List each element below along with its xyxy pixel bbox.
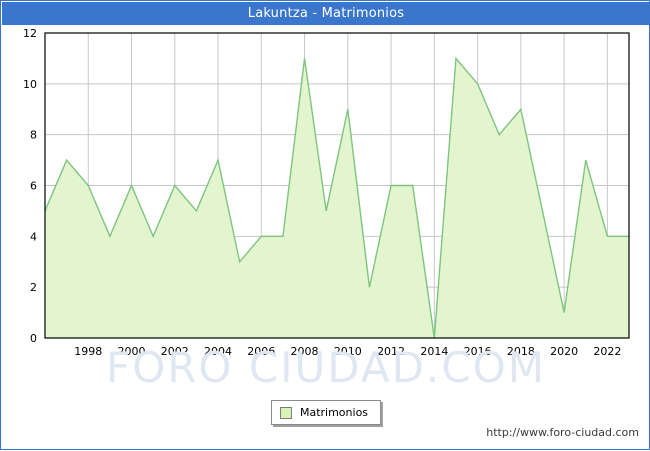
area-chart-svg: 0 2 4 6 8 10 12 1998 2000 2002 2004 2006 2008 2010 20…	[23, 27, 630, 358]
x-tick-label: 2008	[291, 345, 319, 358]
x-tick-label: 2012	[377, 345, 405, 358]
y-tick-label: 10	[23, 78, 37, 91]
x-tick-label: 2010	[334, 345, 362, 358]
x-tick-label: 2014	[420, 345, 448, 358]
y-axis-tick-labels: 0 2 4 6 8 10 12	[23, 27, 37, 345]
axes	[44, 32, 630, 339]
x-tick-label: 1998	[74, 345, 102, 358]
legend-swatch-matrimonios	[279, 406, 292, 419]
x-tick-label: 2000	[118, 345, 146, 358]
x-tick-label: 2020	[550, 345, 578, 358]
page-title: Lakuntza - Matrimonios	[247, 6, 405, 21]
x-tick-label: 2018	[507, 345, 535, 358]
x-tick-label: 2002	[161, 345, 189, 358]
y-tick-label: 8	[30, 129, 37, 142]
x-tick-label: 2006	[247, 345, 275, 358]
y-tick-label: 2	[30, 281, 37, 294]
y-tick-label: 12	[23, 27, 37, 40]
x-tick-label: 2022	[593, 345, 621, 358]
chart-legend: Matrimonios	[270, 400, 382, 425]
legend-label-matrimonios: Matrimonios	[299, 406, 369, 419]
source-url: http://www.foro-ciudad.com	[486, 426, 639, 439]
x-axis-tick-labels: 1998 2000 2002 2004 2006 2008 2010 2012 2014 2016…	[74, 345, 621, 358]
plot-area-wrapper: FORO CIUDAD.COM 0 2 4 6 8 10 12 1998 2000 2002 20…	[1, 25, 650, 451]
y-tick-label: 6	[30, 180, 37, 193]
y-tick-label: 0	[30, 332, 37, 345]
x-tick-label: 2004	[204, 345, 232, 358]
series-area-matrimonios	[44, 56, 629, 339]
chart-title-bar: Lakuntza - Matrimonios	[2, 2, 650, 25]
x-tick-label: 2016	[464, 345, 492, 358]
y-tick-label: 4	[30, 230, 37, 243]
